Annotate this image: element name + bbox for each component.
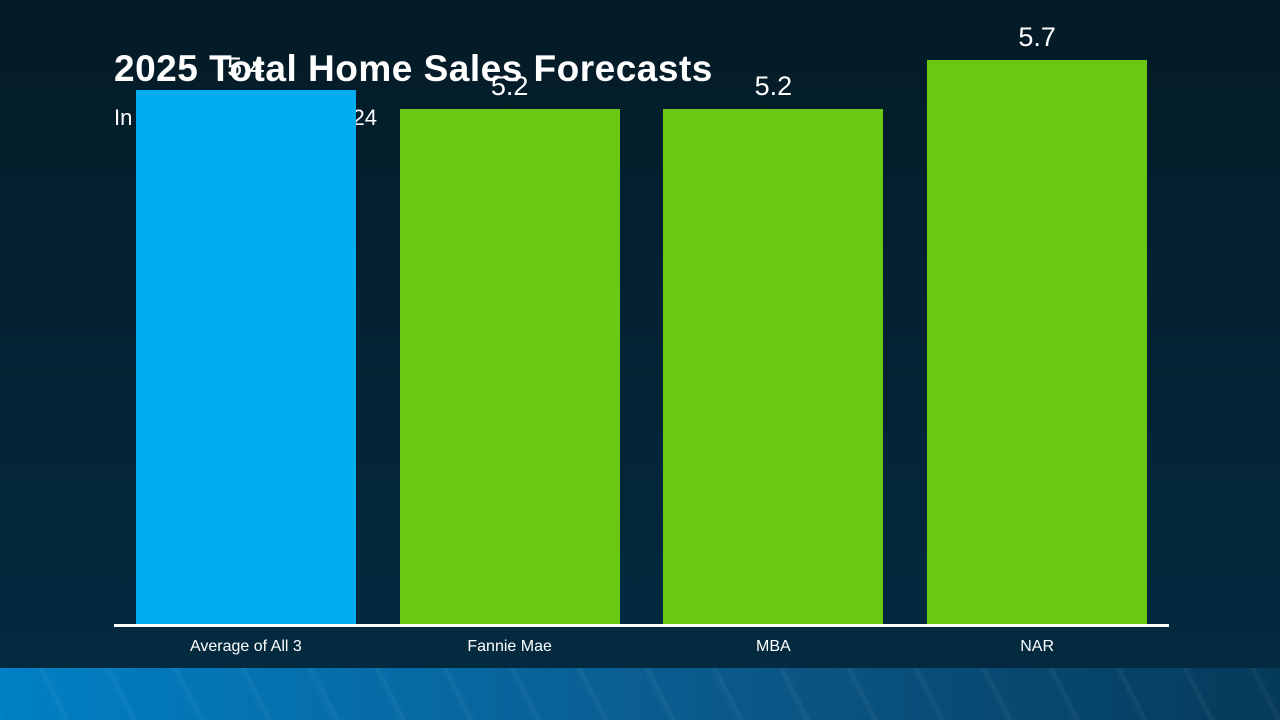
x-axis-category-labels: Average of All 3 Fannie Mae MBA NAR xyxy=(114,638,1169,656)
bar-value-label: 5.4 xyxy=(227,52,265,82)
bar-chart: 5.4 5.2 5.2 5.7 Average of All 3 Fannie … xyxy=(114,0,1169,655)
bar xyxy=(663,109,884,627)
bar xyxy=(927,60,1148,627)
bar-value-label: 5.7 xyxy=(1018,22,1056,52)
bar-group: 5.2 xyxy=(378,0,642,627)
bar-value-label: 5.2 xyxy=(754,71,793,101)
bar xyxy=(399,109,620,627)
page-title: 2025 Total Home Sales Forecasts xyxy=(114,48,713,89)
bar-group: 5.4 xyxy=(114,0,378,627)
category-label: MBA xyxy=(756,638,791,655)
footer-accent-strip xyxy=(0,668,1280,720)
bar-value-label: 5.2 xyxy=(490,71,529,101)
bar-chart-plot-area: 5.4 5.2 5.2 5.7 xyxy=(114,0,1169,627)
category-label: Fannie Mae xyxy=(467,638,552,655)
category-label: NAR xyxy=(1020,638,1055,655)
bar-group: 5.2 xyxy=(642,0,906,627)
bar-group: 5.7 xyxy=(905,0,1169,627)
bar xyxy=(135,90,356,627)
category-label: Average of All 3 xyxy=(189,638,302,655)
x-axis-line xyxy=(114,624,1169,627)
